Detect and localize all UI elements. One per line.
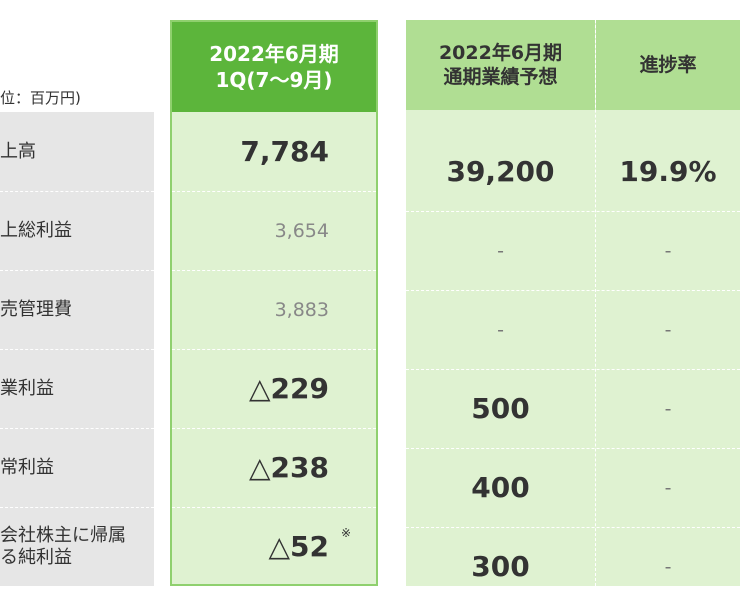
- progress-cell-sga: -: [664, 318, 672, 341]
- progress-cell-ordinary-profit: -: [664, 476, 672, 499]
- q1-results-column: 2022年6月期 1Q(7～9月) 7,784 3,654 3,883 △229…: [170, 20, 378, 586]
- progress-cell-revenue: 19.9%: [619, 155, 717, 188]
- q1-header-line2: 1Q(7～9月): [215, 68, 333, 92]
- unit-label: 位：百万円): [0, 89, 81, 107]
- forecast-cell-operating-profit: 500: [471, 392, 530, 425]
- q1-cell-gross-profit: 3,654: [274, 219, 329, 242]
- row-divider: [406, 448, 740, 449]
- progress-cell-gross-profit: -: [664, 239, 672, 262]
- forecast-header-line1: 2022年6月期: [438, 42, 563, 64]
- row-label-net-profit: 会社株主に帰属 る純利益: [0, 524, 126, 568]
- q1-cell-net-profit: △52 ※: [268, 526, 351, 563]
- row-label-revenue: 上高: [0, 140, 36, 162]
- row-divider: [0, 507, 154, 508]
- q1-column-header: 2022年6月期 1Q(7～9月): [172, 22, 376, 112]
- row-divider: [406, 527, 740, 528]
- row-label-operating-profit: 業利益: [0, 377, 54, 399]
- progress-cell-net-profit: -: [664, 555, 672, 578]
- q1-cell-revenue: 7,784: [240, 135, 329, 168]
- column-divider: [595, 20, 596, 586]
- q1-cell-ordinary-profit: △238: [249, 451, 329, 484]
- forecast-cell-ordinary-profit: 400: [471, 471, 530, 504]
- negative-mark: △: [249, 372, 271, 405]
- forecast-cell-gross-profit: -: [497, 239, 504, 262]
- forecast-cell-revenue: 39,200: [446, 155, 555, 188]
- row-divider: [0, 270, 154, 271]
- row-divider: [0, 349, 154, 350]
- negative-mark: △: [268, 530, 291, 563]
- row-divider: [172, 191, 376, 192]
- q1-header-line1: 2022年6月期: [209, 42, 339, 66]
- row-divider: [172, 349, 376, 350]
- forecast-columns: 2022年6月期 通期業績予想 進捗率 39,200 19.9% - - - -…: [406, 20, 740, 586]
- row-divider: [406, 211, 740, 212]
- row-divider: [406, 290, 740, 291]
- row-label-ordinary-profit: 常利益: [0, 456, 54, 478]
- progress-column-header: 進捗率: [596, 20, 740, 110]
- footnote-mark: ※: [340, 526, 351, 540]
- q1-cell-operating-profit: △229: [249, 372, 329, 405]
- q1-cell-sga: 3,883: [274, 298, 329, 321]
- progress-cell-operating-profit: -: [664, 397, 672, 420]
- forecast-column-header: 2022年6月期 通期業績予想: [406, 20, 595, 110]
- forecast-cell-sga: -: [497, 318, 504, 341]
- forecast-header-line2: 通期業績予想: [443, 66, 558, 88]
- negative-mark: △: [249, 451, 271, 484]
- row-label-gross-profit: 上総利益: [0, 219, 72, 241]
- row-divider: [172, 428, 376, 429]
- row-divider: [406, 369, 740, 370]
- row-labels-panel: 上高 上総利益 売管理費 業利益 常利益 会社株主に帰属 る純利益: [0, 112, 154, 586]
- row-label-sga: 売管理費: [0, 298, 72, 320]
- row-divider: [0, 428, 154, 429]
- forecast-cell-net-profit: 300: [471, 550, 530, 583]
- row-divider: [0, 191, 154, 192]
- row-divider: [172, 270, 376, 271]
- row-divider: [172, 507, 376, 508]
